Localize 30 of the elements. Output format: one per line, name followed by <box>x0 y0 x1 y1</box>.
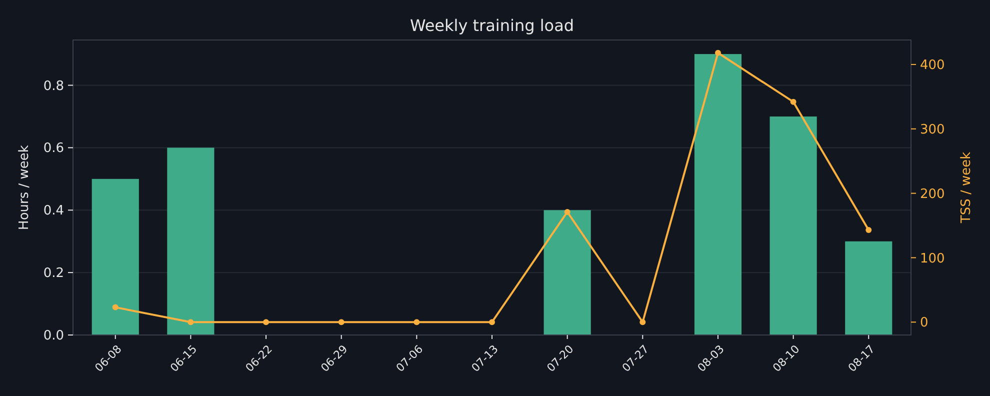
y2-axis-title: TSS / week <box>959 151 974 224</box>
y2-tick-label: 300 <box>920 122 945 138</box>
y2-tick-label: 0 <box>920 316 928 331</box>
point <box>714 50 721 56</box>
point <box>564 208 570 215</box>
y2-tick-label: 400 <box>920 58 945 74</box>
point <box>414 319 420 326</box>
bar <box>167 148 214 335</box>
chart-title: Weekly training load <box>410 16 574 35</box>
point <box>866 227 872 234</box>
bar <box>544 210 591 335</box>
y-tick-label: 0.2 <box>43 266 64 282</box>
bar <box>694 54 742 335</box>
bar <box>92 178 139 335</box>
y-tick-label: 0.8 <box>43 78 64 94</box>
point <box>263 319 270 326</box>
point <box>640 319 646 326</box>
y2-tick-label: 100 <box>920 251 945 266</box>
point <box>489 319 495 326</box>
bar <box>770 116 817 335</box>
point <box>790 98 796 105</box>
point <box>188 319 194 326</box>
y-tick-label: 0.0 <box>43 328 64 344</box>
y-tick-label: 0.6 <box>43 141 64 156</box>
y2-tick-label: 200 <box>920 186 945 202</box>
point <box>338 319 344 326</box>
y-axis-title: Hours / week <box>17 144 32 230</box>
point <box>112 304 118 310</box>
bar <box>845 241 892 335</box>
y-tick-label: 0.4 <box>43 204 64 219</box>
